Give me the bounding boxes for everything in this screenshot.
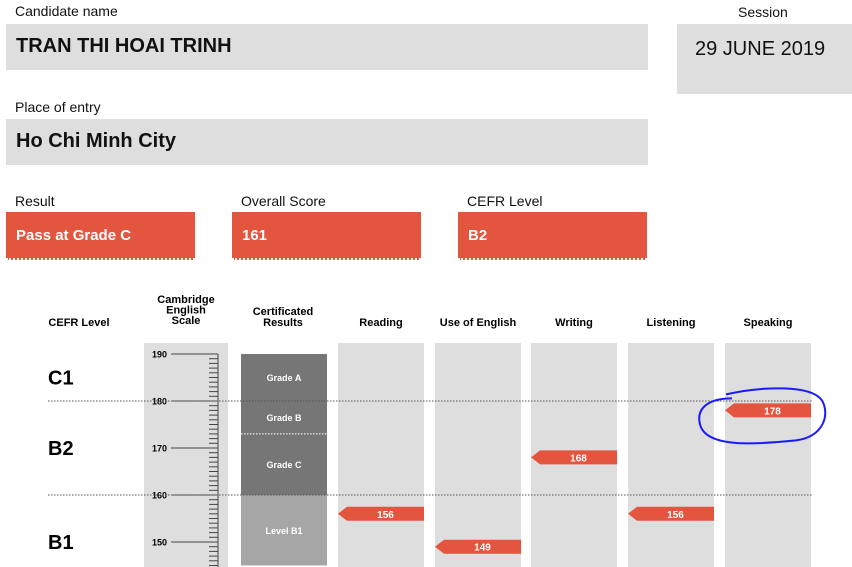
grade-band <box>241 401 327 434</box>
overall-score-label: Overall Score <box>241 193 326 209</box>
category-panel <box>435 343 521 567</box>
grade-band <box>241 354 327 401</box>
score-marker <box>338 506 424 521</box>
cefr-level-box: B2 <box>458 212 647 260</box>
cefr-level-value: B2 <box>468 227 488 244</box>
session-box: 29 JUNE 2019 <box>677 24 852 94</box>
cefr-level-label: C1 <box>48 368 74 390</box>
candidate-name-box: TRAN THI HOAI TRINH <box>6 24 648 70</box>
session-label: Session <box>738 4 788 20</box>
result-box: Pass at Grade C <box>6 212 195 260</box>
grade-band <box>241 433 327 495</box>
grade-band-label: Grade B <box>266 413 302 423</box>
scale-tick-label: 150 <box>152 538 167 548</box>
category-header: Listening <box>647 317 696 329</box>
scale-header-line: Cambridge <box>157 294 214 306</box>
category-header: Reading <box>359 317 402 329</box>
score-marker <box>531 450 617 465</box>
candidate-name-label: Candidate name <box>15 3 118 19</box>
category-panel <box>725 343 811 567</box>
score-marker <box>628 506 714 521</box>
score-label: 178 <box>764 406 781 417</box>
category-header: Writing <box>555 317 593 329</box>
scale-tick-label: 170 <box>152 444 167 454</box>
certificated-header-line: Certificated <box>253 306 314 318</box>
place-box: Ho Chi Minh City <box>6 119 648 165</box>
category-header: Speaking <box>744 317 793 329</box>
score-label: 149 <box>474 543 491 554</box>
grade-band-label: Level B1 <box>265 526 302 536</box>
cefr-level-label: CEFR Level <box>467 193 543 209</box>
overall-score-box: 161 <box>232 212 421 260</box>
score-label: 156 <box>667 510 684 521</box>
certificated-header-line: Results <box>263 317 303 329</box>
score-label: 156 <box>377 510 394 521</box>
overall-score-value: 161 <box>242 227 268 244</box>
cefr-level-header: CEFR Level <box>48 317 109 329</box>
category-panel <box>338 343 424 567</box>
cefr-level-label: B2 <box>48 438 74 460</box>
scale-tick-label: 190 <box>152 350 167 360</box>
scale-header-line: English <box>166 305 206 317</box>
session-date: 29 JUNE 2019 <box>695 38 826 60</box>
place-value: Ho Chi Minh City <box>16 130 176 152</box>
result-value: Pass at Grade C <box>16 227 132 244</box>
scale-header-line: Scale <box>172 315 201 327</box>
score-marker <box>725 403 811 418</box>
cefr-level-label: B1 <box>48 532 74 554</box>
category-panel <box>628 343 714 567</box>
score-label: 168 <box>570 453 587 464</box>
grade-band <box>241 495 327 566</box>
score-marker <box>435 539 521 554</box>
result-label: Result <box>15 193 55 209</box>
grade-band-label: Grade C <box>266 460 302 470</box>
scale-panel <box>144 343 228 567</box>
highlight-annotation <box>698 387 827 445</box>
grade-band-label: Grade A <box>267 373 302 383</box>
place-label: Place of entry <box>15 99 101 115</box>
category-header: Use of English <box>440 317 517 329</box>
candidate-name: TRAN THI HOAI TRINH <box>16 35 232 57</box>
